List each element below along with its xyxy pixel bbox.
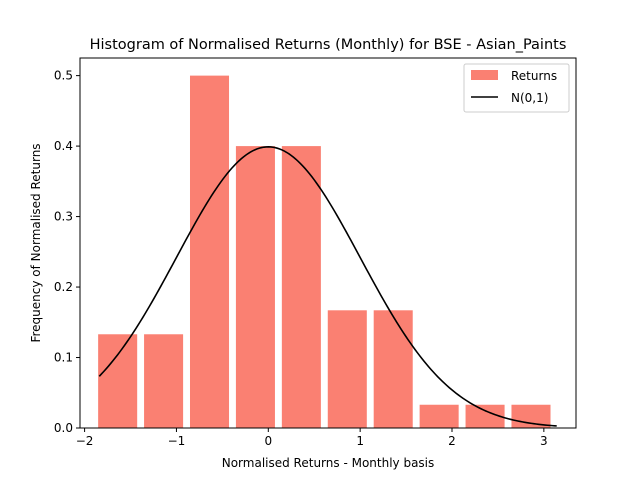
curve-layer [98,146,557,427]
legend-swatch-returns [471,70,498,80]
chart-title: Histogram of Normalised Returns (Monthly… [90,37,567,53]
x-tick-label: 3 [540,434,548,448]
histogram-bar [465,404,505,428]
x-tick-label: 0 [264,434,272,448]
histogram-bar [281,146,321,428]
y-axis-ticks: 0.0 0.1 0.2 0.3 0.4 0.5 [54,69,80,435]
legend: Returns N(0,1) [463,63,570,113]
histogram-bar [327,310,367,428]
plot-frame [79,57,577,429]
histogram-bar [419,404,459,428]
normal-curve-line [98,146,557,427]
x-tick-label: −1 [168,434,186,448]
histogram-bar [98,334,138,428]
histogram-bar [144,334,184,428]
histogram-bar [235,146,275,428]
histogram-bar [189,75,230,428]
legend-label-normal: N(0,1) [511,91,548,105]
x-tick-label: 2 [448,434,456,448]
y-tick-label: 0.4 [54,139,73,153]
x-axis-label: Normalised Returns - Monthly basis [222,456,435,470]
y-tick-label: 0.2 [54,280,73,294]
y-tick-label: 0.0 [54,421,73,435]
x-tick-label: 1 [356,434,364,448]
y-tick-label: 0.5 [54,69,73,83]
x-axis-ticks: −2 −1 0 1 2 3 [76,428,548,448]
y-tick-label: 0.3 [54,210,73,224]
y-tick-label: 0.1 [54,351,73,365]
legend-label-returns: Returns [511,69,557,83]
histogram-bar [373,310,413,428]
bars-layer [98,75,551,428]
x-tick-label: −2 [76,434,94,448]
y-axis-label: Frequency of Normalised Returns [29,143,43,342]
